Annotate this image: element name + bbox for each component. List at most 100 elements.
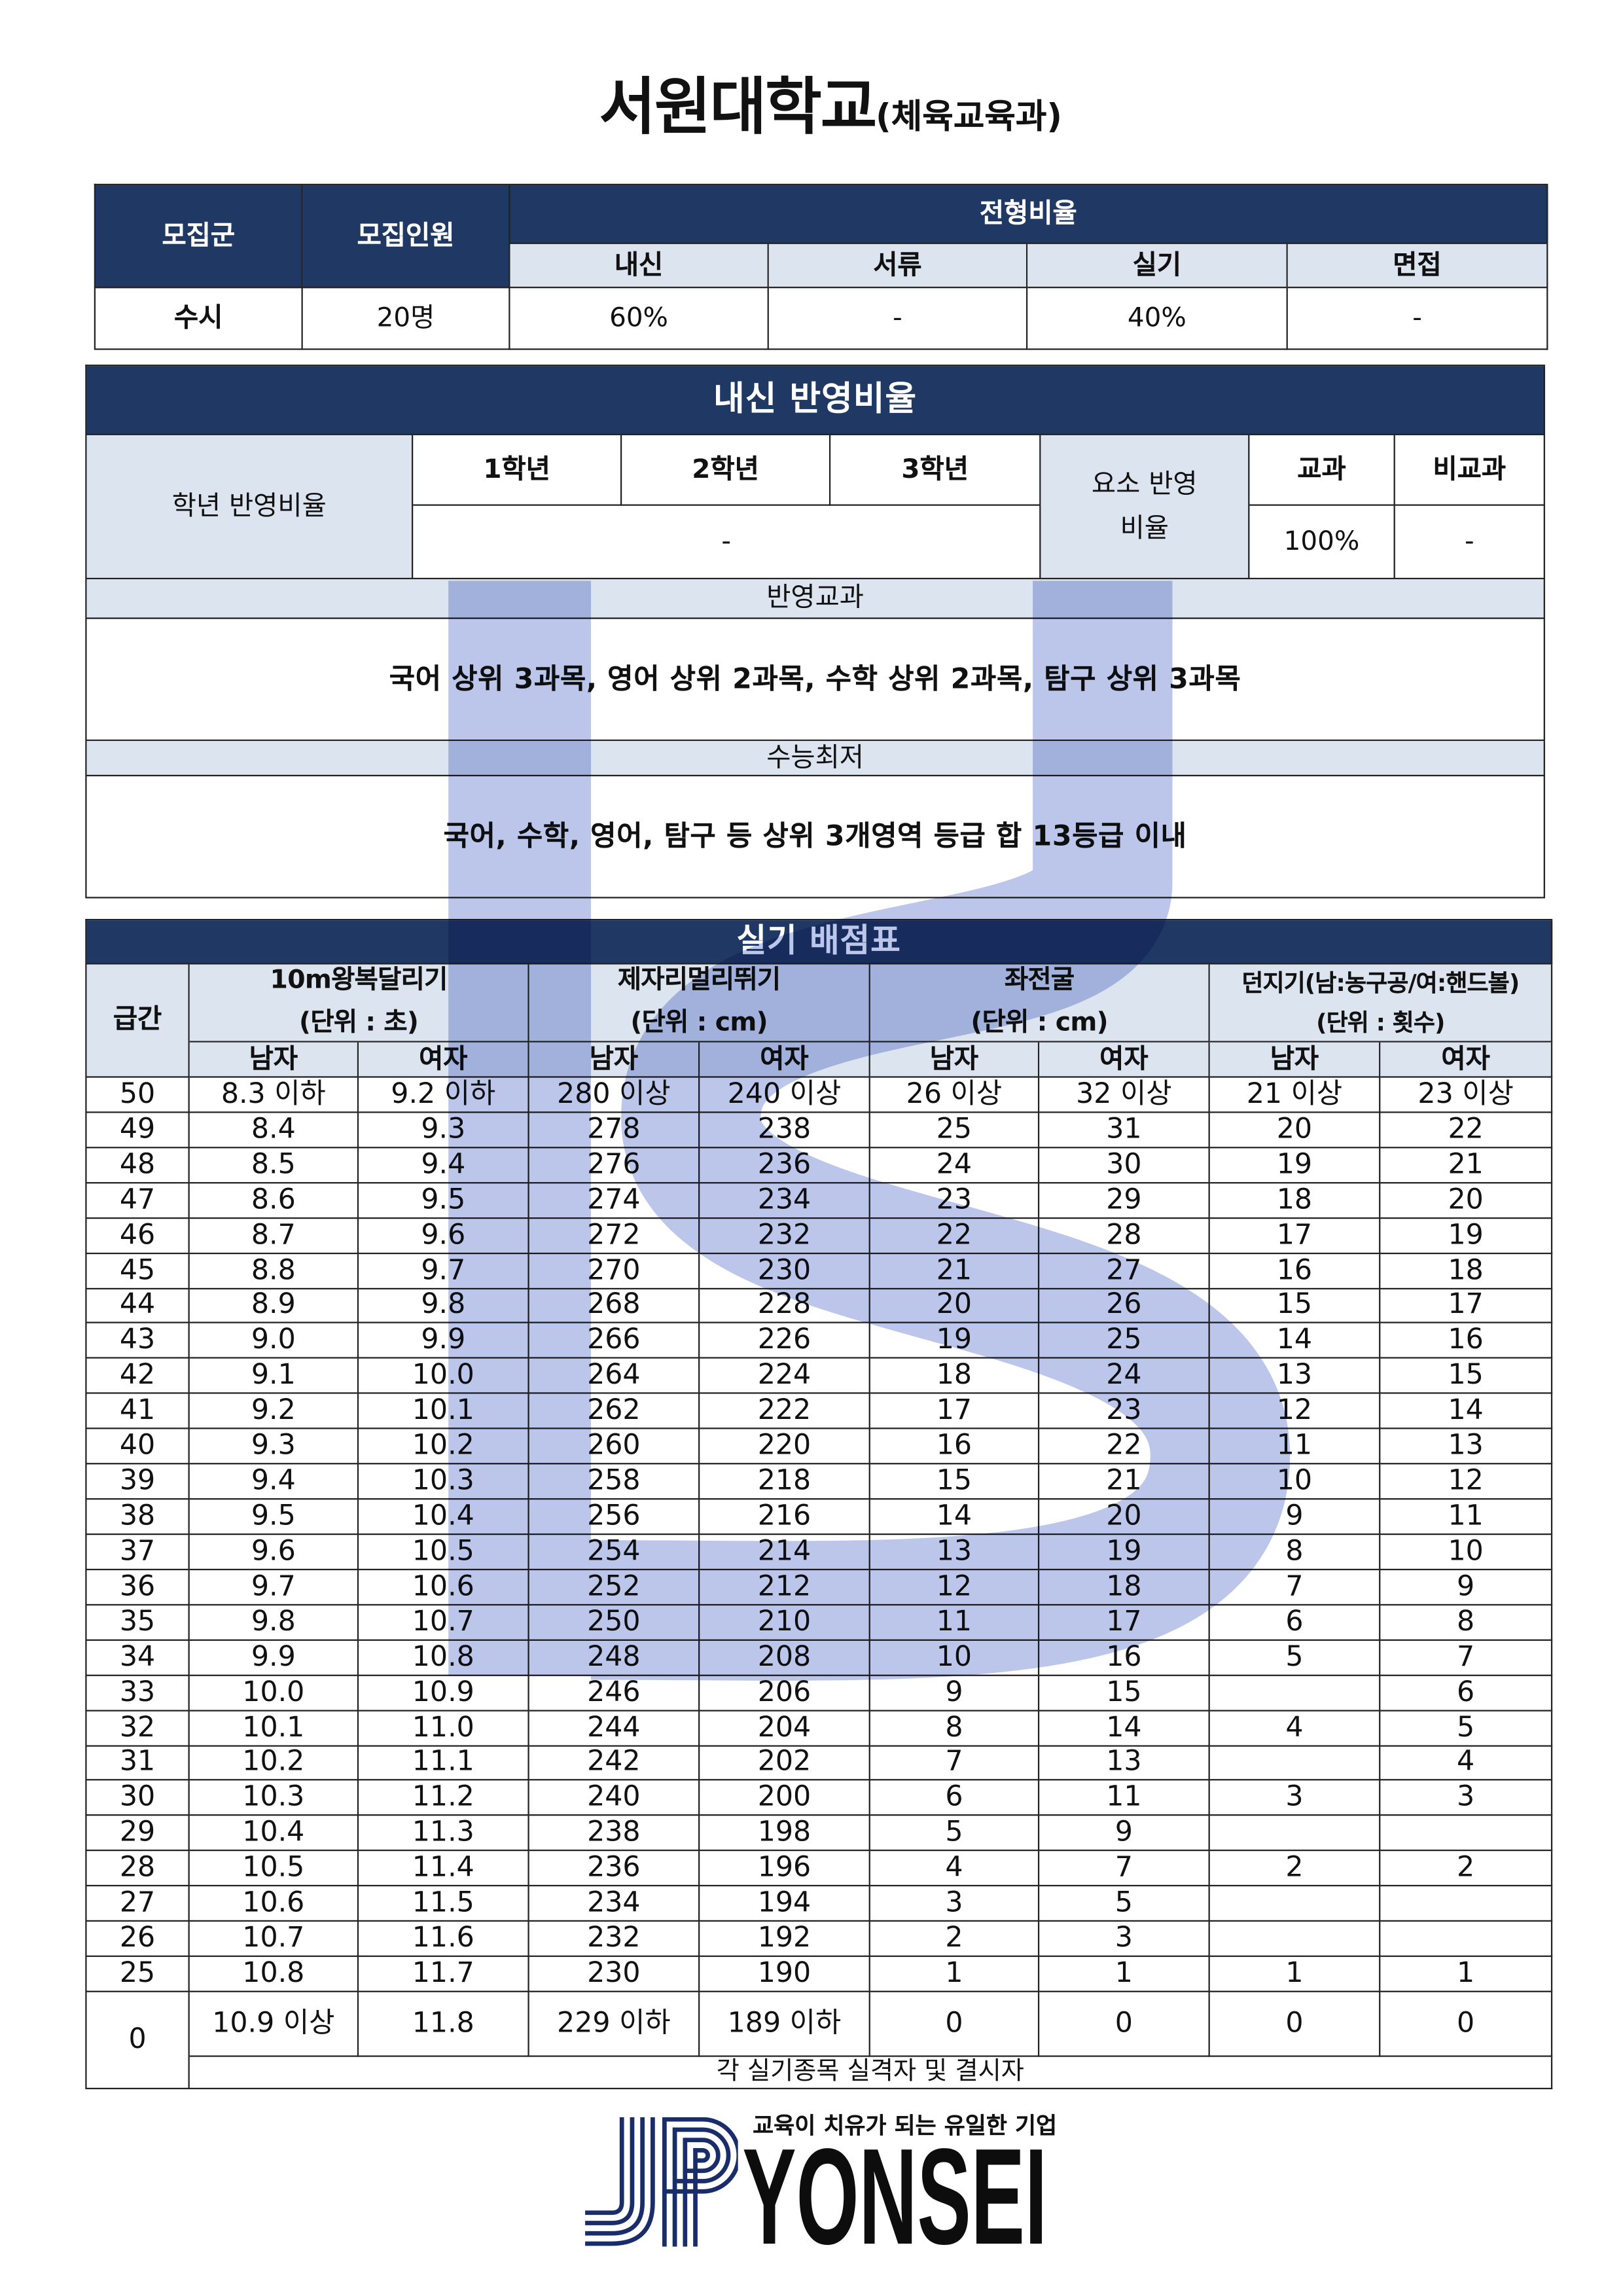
score-sit-and-reach-female: 5 — [1039, 1886, 1210, 1922]
non-subject-header: 비교과 — [1395, 435, 1545, 506]
score-sit-and-reach-female: 18 — [1039, 1570, 1210, 1605]
score-sit-and-reach-female: 28 — [1039, 1218, 1210, 1254]
score-throw-male: 18 — [1209, 1183, 1381, 1219]
practical-score-table: 실기 배점표 급간 10m왕복달리기 (단위 : 초) 제자리멀리뛰기 (단위 … — [85, 918, 1553, 2090]
score-throw-female: 9 — [1380, 1570, 1553, 1605]
score-shuttle-run-male: 8.6 — [189, 1183, 359, 1219]
grade-cell: 50 — [86, 1077, 190, 1113]
score-sit-and-reach-female: 25 — [1039, 1323, 1210, 1359]
score-throw-male — [1209, 1886, 1381, 1922]
score-throw-female: 15 — [1380, 1359, 1553, 1395]
subject-header: 교과 — [1249, 435, 1395, 506]
event-unit: (단위 : cm) — [630, 1007, 768, 1037]
score-throw-female — [1380, 1922, 1553, 1958]
score-sit-and-reach-male: 4 — [870, 1851, 1040, 1887]
score-throw-female: 2 — [1380, 1851, 1553, 1887]
score-shuttle-run-male: 10.3 — [189, 1781, 359, 1817]
score-standing-jump-male: 254 — [529, 1535, 700, 1570]
gender-female-header: 여자 — [1039, 1042, 1210, 1078]
score-sit-and-reach-male: 25 — [870, 1113, 1040, 1149]
grade-cell: 42 — [86, 1359, 190, 1395]
score-shuttle-run-female: 9.6 — [359, 1218, 529, 1254]
score-shuttle-run-female: 9.8 — [359, 1289, 529, 1324]
score-sit-and-reach-female: 7 — [1039, 1851, 1210, 1887]
grade-cell: 32 — [86, 1710, 190, 1746]
score-sit-and-reach-female: 26 — [1039, 1289, 1210, 1324]
group-value: 수시 — [96, 288, 303, 350]
grade-cell: 33 — [86, 1676, 190, 1711]
score-throw-male: 17 — [1209, 1218, 1381, 1254]
score-standing-jump-female: 214 — [700, 1535, 870, 1570]
interview-ratio-value: - — [1287, 288, 1548, 350]
score-standing-jump-male: 234 — [529, 1886, 700, 1922]
grade-cell: 28 — [86, 1851, 190, 1887]
score-sit-and-reach-female: 9 — [1039, 1816, 1210, 1852]
score-shuttle-run-female: 9.2 이하 — [359, 1077, 529, 1113]
score-standing-jump-female: 228 — [700, 1289, 870, 1324]
score-shuttle-run-female: 10.3 — [359, 1464, 529, 1500]
grade-1-header: 1학년 — [413, 435, 622, 506]
grade-ratio-value: - — [413, 505, 1041, 580]
grade-cell: 45 — [86, 1253, 190, 1289]
score-throw-female: 16 — [1380, 1323, 1553, 1359]
naesin-title: 내신 반영비율 — [86, 366, 1545, 435]
score-sit-and-reach-male: 16 — [870, 1429, 1040, 1465]
score-sit-and-reach-female: 20 — [1039, 1499, 1210, 1535]
grade-cell: 36 — [86, 1570, 190, 1605]
score-shuttle-run-male: 8.9 — [189, 1289, 359, 1324]
score-shuttle-run-male: 9.3 — [189, 1429, 359, 1465]
score-shuttle-run-male: 8.7 — [189, 1218, 359, 1254]
score-shuttle-run-female: 11.3 — [359, 1816, 529, 1852]
score-sit-and-reach-male: 1 — [870, 1957, 1040, 1992]
score-shuttle-run-male: 9.0 — [189, 1323, 359, 1359]
score-shuttle-run-male: 10.2 — [189, 1746, 359, 1782]
score-shuttle-run-male: 9.4 — [189, 1464, 359, 1500]
score-standing-jump-female: 202 — [700, 1746, 870, 1782]
score-sit-and-reach-male: 24 — [870, 1148, 1040, 1183]
grade-cell: 34 — [86, 1640, 190, 1676]
score-sit-and-reach-female: 3 — [1039, 1922, 1210, 1958]
grade-cell: 37 — [86, 1535, 190, 1570]
score-shuttle-run-male: 9.5 — [189, 1499, 359, 1535]
score-shuttle-run-male: 10.4 — [189, 1816, 359, 1852]
score-standing-jump-female: 218 — [700, 1464, 870, 1500]
score-sit-and-reach-female: 32 이상 — [1039, 1077, 1210, 1113]
naesin-ratio-value: 60% — [510, 288, 769, 350]
score-throw-female: 11 — [1380, 1499, 1553, 1535]
score-shuttle-run-female: 10.2 — [359, 1429, 529, 1465]
score-shuttle-run-female: 9.9 — [359, 1323, 529, 1359]
score-shuttle-run-male: 9.1 — [189, 1359, 359, 1395]
score-standing-jump-male: 278 — [529, 1113, 700, 1149]
grade-cell: 43 — [86, 1323, 190, 1359]
score-shuttle-run-female: 10.1 — [359, 1394, 529, 1429]
score-sit-and-reach-male: 20 — [870, 1289, 1040, 1324]
score-shuttle-run-male: 10.8 — [189, 1957, 359, 1992]
zero-grade-note: 각 실기종목 실격자 및 결시자 — [189, 2056, 1553, 2090]
score-standing-jump-female: 234 — [700, 1183, 870, 1219]
zero-score-cell: 229 이하 — [529, 1992, 700, 2057]
score-throw-male: 13 — [1209, 1359, 1381, 1395]
grade-header: 급간 — [86, 964, 190, 1078]
score-standing-jump-female: 190 — [700, 1957, 870, 1992]
score-standing-jump-male: 280 이상 — [529, 1077, 700, 1113]
score-shuttle-run-female: 9.7 — [359, 1253, 529, 1289]
naesin-table: 내신 반영비율 학년 반영비율 1학년 2학년 3학년 요소 반영비율 교과 비… — [85, 365, 1545, 899]
score-shuttle-run-male: 9.2 — [189, 1394, 359, 1429]
score-standing-jump-female: 226 — [700, 1323, 870, 1359]
score-shuttle-run-male: 10.0 — [189, 1676, 359, 1711]
score-throw-female: 18 — [1380, 1253, 1553, 1289]
grade-cell: 35 — [86, 1605, 190, 1641]
score-sit-and-reach-female: 22 — [1039, 1429, 1210, 1465]
score-shuttle-run-male: 10.6 — [189, 1886, 359, 1922]
zero-grade-cell: 0 — [86, 1992, 190, 2090]
ratio-col-naesin: 내신 — [510, 243, 769, 289]
grade-cell: 30 — [86, 1781, 190, 1817]
score-throw-male: 16 — [1209, 1253, 1381, 1289]
score-throw-female: 13 — [1380, 1429, 1553, 1465]
grade-2-header: 2학년 — [622, 435, 831, 506]
gender-male-header: 남자 — [529, 1042, 700, 1078]
score-standing-jump-male: 232 — [529, 1922, 700, 1958]
score-throw-female: 21 — [1380, 1148, 1553, 1183]
score-sit-and-reach-male: 10 — [870, 1640, 1040, 1676]
